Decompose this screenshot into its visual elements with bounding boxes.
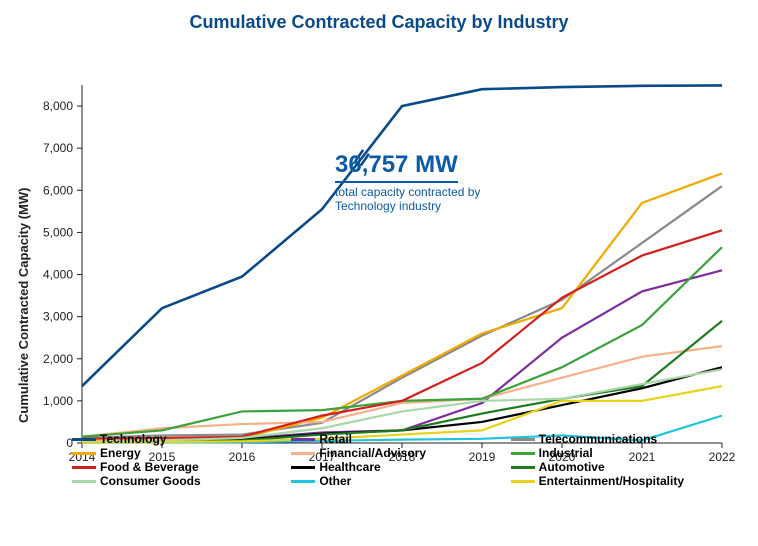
legend-label: Consumer Goods [100, 474, 201, 488]
legend-swatch [72, 452, 96, 455]
legend-swatch [72, 438, 96, 441]
legend-item: Other [291, 474, 502, 488]
legend-swatch [291, 452, 315, 455]
legend-swatch [511, 438, 535, 441]
legend-item: Energy [72, 446, 283, 460]
legend-swatch [291, 438, 315, 441]
legend-item: Entertainment/Hospitality [511, 474, 722, 488]
chart-svg: 01,0002,0003,0004,0005,0006,0007,0008,00… [0, 33, 758, 469]
legend-swatch [511, 480, 535, 483]
legend-swatch [511, 452, 535, 455]
legend-label: Healthcare [319, 460, 380, 474]
legend-item: Financial/Advisory [291, 446, 502, 460]
legend-item: Healthcare [291, 460, 502, 474]
legend-label: Entertainment/Hospitality [539, 474, 684, 488]
legend: Technology Retail Telecommunications Energy… [72, 432, 722, 488]
annotation-value: 36,757 MW [335, 151, 458, 183]
svg-text:3,000: 3,000 [43, 310, 73, 324]
svg-text:4,000: 4,000 [43, 268, 73, 282]
svg-text:5,000: 5,000 [43, 225, 73, 239]
svg-text:8,000: 8,000 [43, 99, 73, 113]
legend-label: Technology [100, 432, 166, 446]
legend-swatch [72, 480, 96, 483]
legend-swatch [72, 466, 96, 469]
legend-item: Retail [291, 432, 502, 446]
legend-item: Consumer Goods [72, 474, 283, 488]
svg-text:7,000: 7,000 [43, 141, 73, 155]
legend-label: Telecommunications [539, 432, 657, 446]
legend-label: Other [319, 474, 351, 488]
legend-item: Technology [72, 432, 283, 446]
legend-item: Telecommunications [511, 432, 722, 446]
legend-item: Industrial [511, 446, 722, 460]
annotation-callout: 36,757 MW total capacity contracted by T… [335, 151, 545, 213]
svg-text:1,000: 1,000 [43, 394, 73, 408]
legend-swatch [511, 466, 535, 469]
legend-label: Retail [319, 432, 352, 446]
legend-swatch [291, 466, 315, 469]
svg-text:6,000: 6,000 [43, 183, 73, 197]
legend-label: Automotive [539, 460, 605, 474]
legend-label: Food & Beverage [100, 460, 199, 474]
legend-item: Automotive [511, 460, 722, 474]
svg-text:2,000: 2,000 [43, 352, 73, 366]
legend-label: Industrial [539, 446, 593, 460]
annotation-description: total capacity contracted by Technology … [335, 185, 525, 213]
chart-area: Cumulative Contracted Capacity (MW) 01,0… [0, 33, 758, 469]
y-axis-label: Cumulative Contracted Capacity (MW) [16, 188, 31, 423]
legend-label: Energy [100, 446, 141, 460]
chart-title: Cumulative Contracted Capacity by Indust… [0, 0, 758, 33]
legend-label: Financial/Advisory [319, 446, 426, 460]
legend-swatch [291, 480, 315, 483]
legend-item: Food & Beverage [72, 460, 283, 474]
